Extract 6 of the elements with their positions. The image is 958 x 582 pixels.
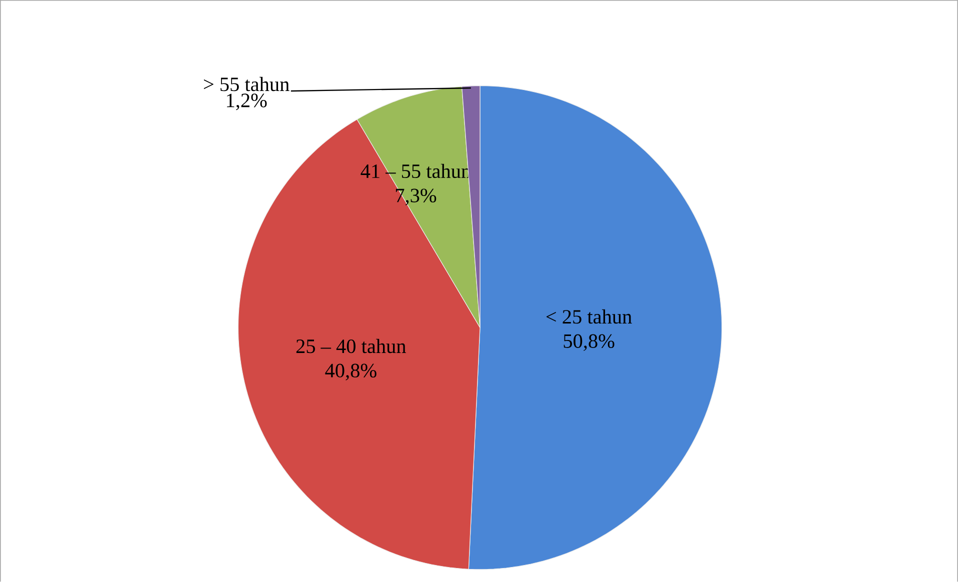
data-label: 40,8% — [325, 364, 376, 380]
slice-label: < 25 tahun — [546, 309, 632, 324]
slice-label: > 55 tahun — [204, 76, 290, 92]
data-label: 1,2% — [227, 94, 267, 110]
data-label: 50,8% — [564, 334, 614, 351]
slice-label: 25 – 40 tahun — [296, 338, 406, 354]
